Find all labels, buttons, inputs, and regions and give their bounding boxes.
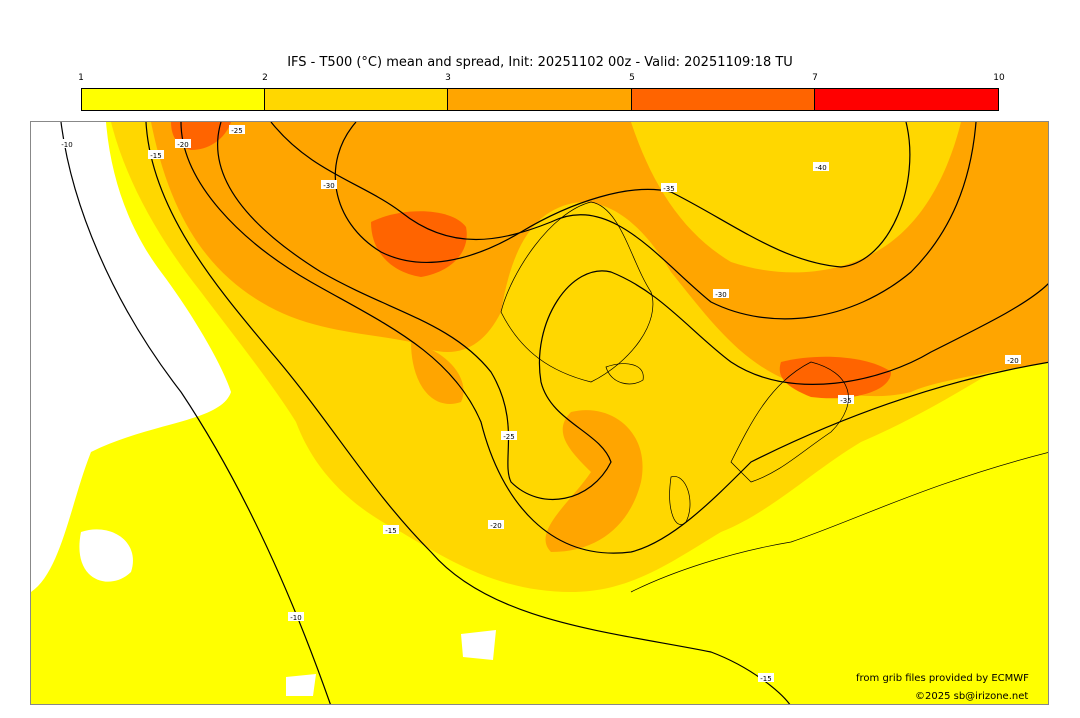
contour-label: -10 [290, 614, 301, 622]
colorbar [81, 88, 999, 111]
colorbar-tick: 10 [993, 73, 1005, 83]
spread-area-5-7 [779, 356, 891, 399]
contour-label: -20 [177, 141, 188, 149]
contour-label: -25 [503, 433, 514, 441]
coastline-britain [669, 476, 691, 525]
contour-line [270, 122, 977, 320]
colorbar-bin [82, 89, 266, 110]
colorbar-tick: 1 [78, 73, 84, 83]
colorbar-tick: 2 [262, 73, 268, 83]
coastline-europe [630, 452, 1048, 593]
spread-area-below-1 [461, 630, 496, 660]
contour-label: -15 [150, 152, 161, 160]
contour-label: -40 [815, 164, 826, 172]
colorbar-tick: 5 [629, 73, 635, 83]
contour-label: -20 [490, 522, 501, 530]
contour-label: -35 [663, 185, 674, 193]
contour-label: -10 [61, 141, 72, 149]
contour-label: -30 [715, 291, 726, 299]
colorbar-bin [631, 89, 815, 110]
colorbar-bin [814, 89, 998, 110]
colorbar-bin [265, 89, 449, 110]
spread-area-below-1 [79, 529, 133, 582]
colorbar-tick: 7 [812, 73, 818, 83]
coastline-greenland [500, 201, 654, 383]
coastline-scandinavia [730, 361, 849, 483]
contour-label: -20 [1007, 357, 1018, 365]
contour-line [217, 122, 1048, 500]
contour-label: -25 [231, 127, 242, 135]
spread-area-3-5 [301, 122, 331, 182]
data-source-credit: from grib files provided by ECMWF [856, 673, 1029, 684]
contour-labels: -10 -15 -20 -25 -30 -35 -40 -15 -20 -25 … [59, 125, 1021, 683]
contour-label: -35 [840, 397, 851, 405]
contour-line [180, 122, 1048, 554]
contour-label: -30 [323, 182, 334, 190]
coastline-iceland [605, 363, 644, 385]
contour-line [145, 122, 791, 704]
spread-area-5-7 [371, 211, 467, 277]
spread-area-below-1 [31, 122, 231, 592]
isotherm-contours [60, 122, 1048, 704]
chart-title: IFS - T500 (°C) mean and spread, Init: 2… [287, 55, 793, 70]
contour-line [334, 122, 911, 268]
contour-line [60, 122, 331, 704]
coastlines [500, 201, 1048, 593]
contour-label: -15 [760, 675, 771, 683]
weather-map: -10 -15 -20 -25 -30 -35 -40 -15 -20 -25 … [30, 121, 1049, 705]
colorbar-tick: 3 [445, 73, 451, 83]
contour-label: -15 [385, 527, 396, 535]
spread-area-below-1 [286, 674, 316, 696]
spread-area-3-5 [151, 122, 1048, 397]
spread-area-3-5 [411, 342, 464, 404]
spread-area-3-5 [545, 410, 643, 552]
copyright-credit: ©2025 sb@irizone.net [915, 691, 1029, 702]
colorbar-bin [448, 89, 632, 110]
